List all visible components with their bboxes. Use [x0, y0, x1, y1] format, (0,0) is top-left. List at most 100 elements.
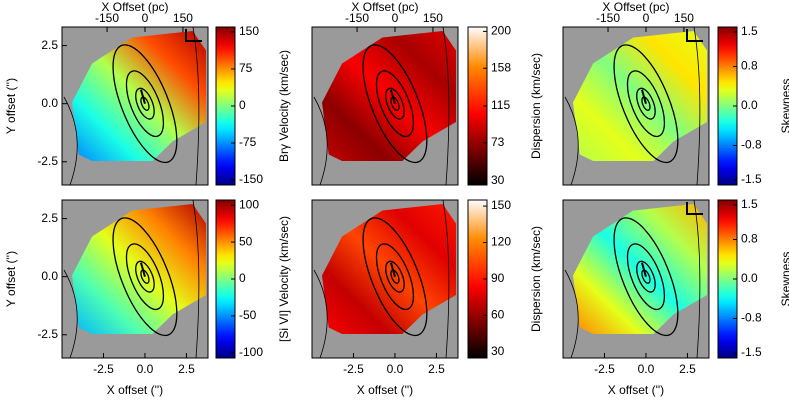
x-tick-label: -2.5	[594, 362, 615, 376]
colorbar-tick-label: 0	[239, 271, 246, 285]
contour	[112, 217, 178, 337]
x-tick-label: -2.5	[343, 362, 364, 376]
top-x-tick-label: -150	[95, 11, 119, 25]
colorbar-tick-label: 50	[239, 234, 253, 248]
panel-frame	[562, 199, 710, 359]
contour	[636, 87, 656, 120]
contour	[362, 217, 428, 337]
top-x-tick-label: 150	[423, 11, 443, 25]
coastline	[313, 26, 450, 186]
coastline	[313, 199, 450, 359]
y-tick-label: 0.0	[41, 96, 58, 110]
colorbar-tick-label: -75	[239, 135, 257, 149]
colorbar-tick-label: 30	[491, 173, 505, 187]
data-field	[72, 31, 206, 161]
colorbar-tick-label: 30	[491, 344, 505, 358]
contour	[385, 260, 405, 293]
colorbar-tick-label: -1.5	[741, 172, 762, 186]
pa-marker	[389, 89, 396, 104]
top-x-tick-label: 150	[173, 11, 193, 25]
x-tick-label: -2.5	[93, 362, 114, 376]
colorbar-tick-label: -100	[239, 345, 263, 359]
map-panel: -150 0 150 X Offset (pc) -1.5 -0.8 0.0 0.8 1.5 Sk…	[562, 0, 789, 186]
panel-frame	[562, 26, 710, 186]
data-field	[322, 204, 456, 334]
x-tick-label: 0.0	[137, 362, 154, 376]
colorbar-label: Brγ Velocity (km/sec)	[277, 50, 291, 162]
data-field	[72, 204, 206, 334]
contour	[385, 87, 405, 120]
colorbar-tick-label: 0	[239, 98, 246, 112]
y-tick-label: -2.5	[37, 327, 58, 341]
y-tick-label: 2.5	[41, 211, 58, 225]
top-x-tick-label: 150	[674, 11, 694, 25]
colorbar-tick-label: 150	[491, 198, 511, 212]
contour	[112, 44, 178, 164]
pa-marker	[139, 89, 146, 104]
contour	[125, 243, 165, 311]
colorbar-tick-label: 200	[491, 24, 511, 38]
colorbar-tick-label: 1.5	[741, 197, 758, 211]
colorbar-tick-label: -1.5	[741, 345, 762, 359]
data-field	[573, 204, 707, 334]
colorbar-tick-label: 115	[491, 98, 510, 112]
y-axis-label: Y offset ('')	[4, 251, 18, 307]
top-x-axis-label: X Offset (pc)	[101, 0, 168, 14]
colorbar-tick-label: 0.0	[741, 98, 758, 112]
contour	[362, 44, 428, 164]
top-x-axis-label: X Offset (pc)	[602, 0, 669, 14]
colorbar-tick-label: 158	[491, 60, 511, 74]
contour	[626, 243, 666, 311]
colorbar-label: Dispersion (km/sec)	[529, 53, 543, 159]
panel-frame	[311, 199, 459, 359]
top-x-tick-label: 0	[643, 11, 650, 25]
colorbar-tick-label: 75	[239, 61, 253, 75]
panel-frame	[311, 26, 459, 186]
x-tick-label: 2.5	[428, 362, 445, 376]
contour	[135, 260, 155, 293]
map-panel: -2.5 0.0 2.5 X offset ('') -1.5 -0.8 0.0 0.8 1.5…	[562, 197, 789, 397]
data-field	[573, 31, 707, 161]
x-axis-label: X offset ('')	[608, 383, 664, 397]
colorbar-tick-label: -0.8	[741, 311, 762, 325]
map-panel: -2.5 0.0 2.5 X offset ('') 30 60 90 120 150 Dispe…	[311, 198, 543, 397]
colorbar-tick-label: 100	[239, 197, 259, 211]
colorbar-label: Skewness	[779, 79, 789, 134]
map-panel: -150 0 150 X Offset (pc) 30 73 115 158 200 Disper…	[311, 0, 543, 187]
contour	[135, 87, 155, 120]
colorbar-label: [Si VI] Velocity (km/sec)	[277, 216, 291, 342]
contour	[613, 217, 679, 337]
contour	[626, 70, 666, 138]
y-axis-label: Y offset ('')	[4, 78, 18, 134]
colorbar-tick-label: -50	[239, 308, 257, 322]
compass	[686, 202, 703, 215]
map-panel: -2.5 0.0 2.5 Y offset ('') -150 0 150 X Offset …	[4, 0, 291, 186]
colorbar-label: Dispersion (km/sec)	[529, 226, 543, 332]
x-tick-label: 2.5	[178, 362, 195, 376]
x-tick-label: 0.0	[638, 362, 655, 376]
colorbar-tick-label: -0.8	[741, 138, 762, 152]
top-x-tick-label: 0	[142, 11, 149, 25]
y-tick-label: 2.5	[41, 38, 58, 52]
top-x-axis-label: X Offset (pc)	[351, 0, 418, 14]
contour	[636, 260, 656, 293]
contour	[125, 70, 165, 138]
colorbar-tick-label: 90	[491, 271, 505, 285]
colorbar-tick-label: 60	[491, 308, 505, 322]
colorbar-tick-label: 1.5	[741, 24, 758, 38]
contour	[375, 243, 415, 311]
top-x-tick-label: -150	[345, 11, 369, 25]
colorbar-tick-label: 120	[491, 235, 511, 249]
compass	[185, 29, 202, 42]
colorbar-tick-label: -150	[239, 172, 263, 186]
x-axis-label: X offset ('')	[357, 383, 413, 397]
pa-marker	[640, 89, 647, 104]
pa-marker	[139, 262, 146, 277]
contour	[613, 44, 679, 164]
colorbar-tick-label: 0.0	[741, 271, 758, 285]
top-x-tick-label: 0	[392, 11, 399, 25]
coastline	[63, 199, 200, 359]
top-x-tick-label: -150	[596, 11, 620, 25]
x-tick-label: 0.0	[387, 362, 404, 376]
